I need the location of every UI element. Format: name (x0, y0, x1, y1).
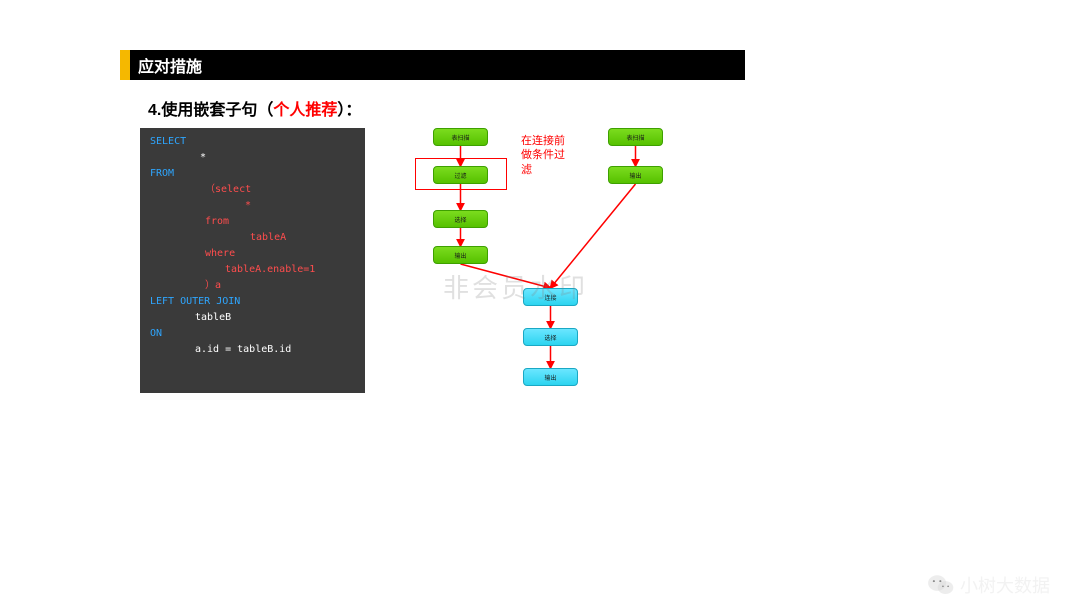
sql-code-box: SELECT * FROM （select * from tableA wher… (140, 128, 365, 393)
flowchart: 表扫描过滤选择输出表扫描输出连接选择输出 在连接前 做条件过 滤 非会员水印 (373, 128, 728, 403)
footer-text: 小树大数据 (960, 572, 1050, 598)
code-line: * (150, 150, 355, 166)
annot-line: 做条件过 (521, 148, 565, 162)
flow-node-j2: 选择 (523, 328, 578, 346)
flow-node-a4: 输出 (433, 246, 488, 264)
flow-node-b2: 输出 (608, 166, 663, 184)
header-title: 应对措施 (138, 53, 202, 77)
code-line: LEFT OUTER JOIN (150, 294, 355, 310)
wechat-icon (928, 574, 954, 596)
subtitle: 4.使用嵌套子句（个人推荐）： (148, 96, 745, 120)
code-line: where (150, 246, 355, 262)
content-row: SELECT * FROM （select * from tableA wher… (140, 128, 745, 403)
flow-node-a1: 表扫描 (433, 128, 488, 146)
subtitle-text: 使用嵌套子句 (161, 102, 257, 119)
subtitle-paren-open: （ (257, 102, 273, 119)
slide-container: 应对措施 4.使用嵌套子句（个人推荐）： SELECT * FROM （sele… (120, 50, 745, 430)
code-line: from (150, 214, 355, 230)
highlight-box (415, 158, 507, 190)
code-line: tableA.enable=1 (150, 262, 355, 278)
subtitle-highlight: 个人推荐 (273, 102, 337, 119)
flow-node-a3: 选择 (433, 210, 488, 228)
subtitle-paren-close: ）： (337, 102, 361, 119)
flow-node-b1: 表扫描 (608, 128, 663, 146)
code-line: SELECT (150, 134, 355, 150)
header-bar: 应对措施 (120, 50, 745, 80)
code-line: （select (150, 182, 355, 198)
code-line: * (150, 198, 355, 214)
code-line: tableB (150, 310, 355, 326)
footer: 小树大数据 (928, 572, 1050, 598)
annot-line: 在连接前 (521, 134, 565, 148)
code-line: ）a (150, 278, 355, 294)
flow-node-j3: 输出 (523, 368, 578, 386)
flow-annotation: 在连接前 做条件过 滤 (521, 134, 565, 177)
flow-edge (461, 264, 551, 288)
annot-line: 滤 (521, 163, 565, 177)
flow-node-j1: 连接 (523, 288, 578, 306)
subtitle-number: 4. (148, 102, 161, 119)
code-line: FROM (150, 166, 355, 182)
code-line: a.id = tableB.id (150, 342, 355, 358)
code-line: ON (150, 326, 355, 342)
flow-edge (551, 184, 636, 288)
code-line: tableA (150, 230, 355, 246)
